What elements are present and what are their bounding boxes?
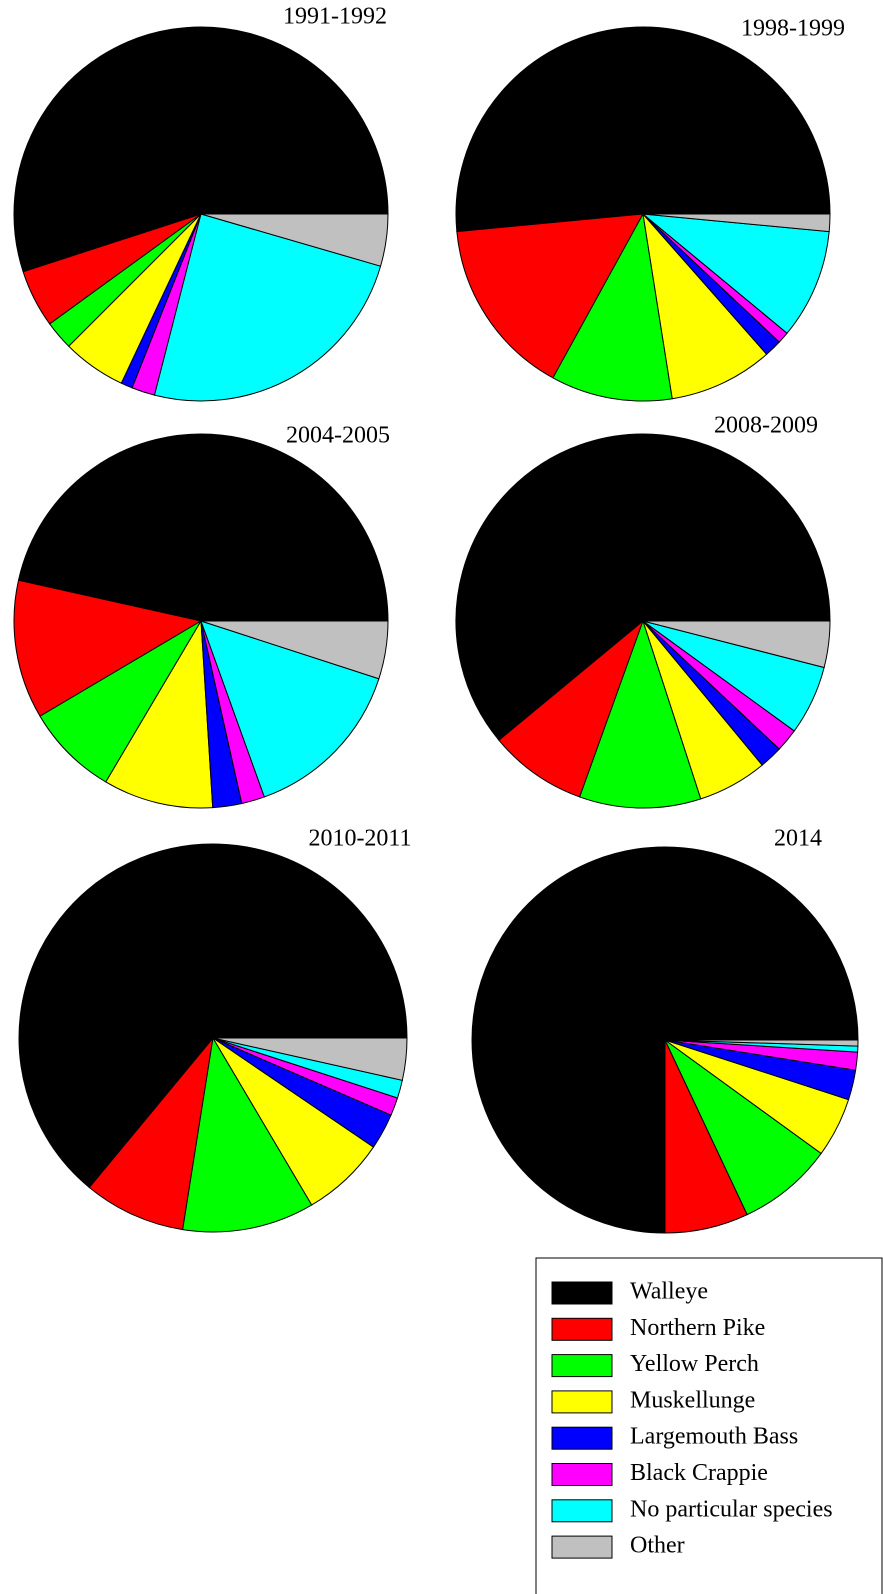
legend-label: Muskellunge [630, 1387, 755, 1413]
legend-label: Other [630, 1533, 685, 1559]
pie-title: 2004-2005 [286, 423, 390, 449]
legend-swatch [551, 1354, 613, 1378]
pie-slice [642, 212, 768, 400]
pie-slice [88, 1036, 214, 1231]
pie-slice [153, 213, 382, 402]
pie-slice [455, 433, 831, 741]
pie-title: 2010-2011 [308, 826, 411, 852]
legend-label: Walleye [630, 1279, 708, 1305]
pie-slice [200, 620, 389, 680]
pie-slice [579, 619, 702, 809]
legend-swatch [551, 1463, 613, 1486]
pie-slice [18, 843, 408, 1189]
pie-slice [456, 213, 644, 379]
legend-swatch [551, 1499, 613, 1523]
pie-slice [200, 213, 389, 267]
pie-slice [39, 620, 202, 783]
pie-title: 2014 [774, 826, 822, 852]
legend-label: No particular species [630, 1496, 833, 1522]
pie-slice [552, 212, 673, 402]
pie-slice [642, 213, 831, 233]
pie-slice [642, 620, 831, 669]
pie-slice [498, 619, 645, 798]
pie-slice [182, 1036, 313, 1233]
pie-slice [105, 619, 214, 809]
legend-swatch [551, 1317, 613, 1341]
pie-slice [13, 579, 203, 717]
pie-title: 2008-2009 [714, 413, 818, 439]
pie-title: 1991-1992 [283, 4, 387, 30]
legend-label: Yellow Perch [630, 1351, 759, 1377]
pie-slice [664, 1039, 822, 1216]
pie-slice [455, 26, 831, 233]
pie-slice [13, 26, 389, 273]
pie-slice [641, 213, 830, 334]
legend-swatch [551, 1426, 613, 1450]
legend-label: Largemouth Bass [630, 1424, 798, 1450]
legend-swatch [551, 1390, 613, 1414]
pie-slice [200, 620, 380, 798]
legend-label: Northern Pike [630, 1315, 765, 1341]
pie-title: 1998-1999 [741, 16, 845, 42]
pie-slice [664, 1039, 859, 1047]
legend-swatch [551, 1281, 613, 1305]
pie-slice [471, 846, 859, 1234]
pie-slice [212, 1037, 408, 1081]
legend-swatch [551, 1535, 613, 1559]
legend-label: Black Crappie [630, 1460, 768, 1486]
pie-slice [17, 433, 389, 622]
